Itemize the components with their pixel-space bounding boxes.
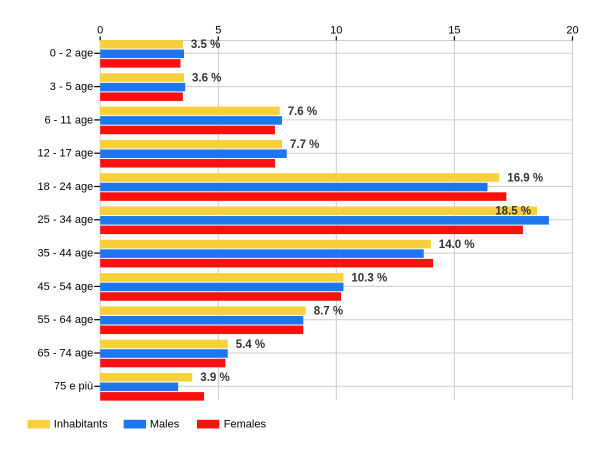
svg-text:3.9 %: 3.9 % (200, 372, 229, 384)
svg-text:3 - 5 age: 3 - 5 age (50, 81, 93, 93)
svg-text:10: 10 (330, 25, 342, 37)
svg-text:20: 20 (566, 25, 578, 37)
svg-text:14.0 %: 14.0 % (439, 239, 475, 251)
svg-text:15: 15 (448, 25, 460, 37)
svg-text:75 e più: 75 e più (54, 381, 93, 393)
svg-text:Females: Females (224, 419, 267, 431)
svg-text:0: 0 (97, 25, 103, 37)
svg-text:3.6 %: 3.6 % (192, 73, 221, 85)
svg-text:6 - 11 age: 6 - 11 age (44, 114, 93, 126)
svg-text:18 - 24 age: 18 - 24 age (38, 181, 94, 193)
svg-text:25 - 34 age: 25 - 34 age (38, 214, 94, 226)
svg-text:Males: Males (150, 419, 180, 431)
svg-text:55 - 64 age: 55 - 64 age (38, 314, 94, 326)
svg-text:45 - 54 age: 45 - 54 age (38, 281, 94, 293)
svg-text:3.5 %: 3.5 % (191, 39, 220, 51)
svg-text:35 - 44 age: 35 - 44 age (38, 248, 94, 260)
svg-text:10.3 %: 10.3 % (351, 272, 387, 284)
svg-text:8.7 %: 8.7 % (314, 306, 343, 318)
svg-text:18.5 %: 18.5 % (495, 206, 531, 218)
svg-text:65 - 74 age: 65 - 74 age (38, 347, 94, 359)
svg-text:7.7 %: 7.7 % (290, 139, 319, 151)
svg-text:Inhabitants: Inhabitants (54, 419, 108, 431)
svg-text:12 - 17 age: 12 - 17 age (38, 148, 94, 160)
svg-text:7.6 %: 7.6 % (288, 106, 317, 118)
svg-text:0 - 2 age: 0 - 2 age (50, 48, 93, 60)
svg-text:5.4 %: 5.4 % (236, 339, 265, 351)
svg-text:16.9 %: 16.9 % (507, 172, 543, 184)
svg-text:5: 5 (215, 25, 221, 37)
